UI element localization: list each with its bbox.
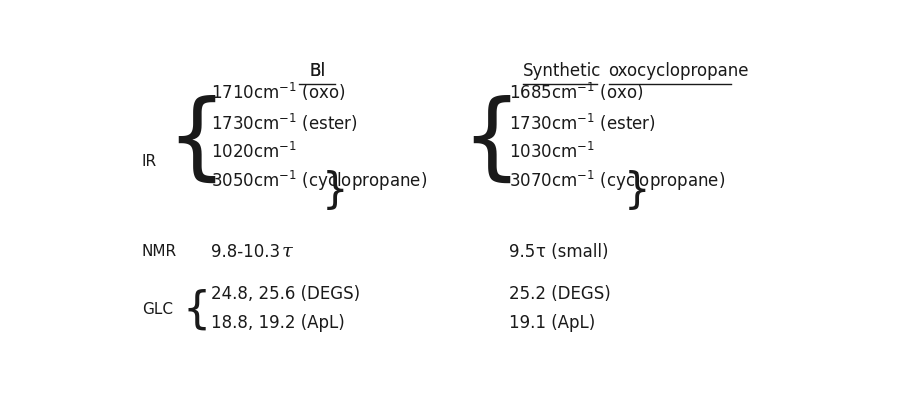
Text: NMR: NMR (141, 244, 177, 259)
Text: τ (small): τ (small) (536, 243, 608, 261)
Text: 25.2 (DEGS): 25.2 (DEGS) (509, 285, 611, 303)
Text: }: } (322, 170, 348, 212)
Text: {: { (166, 95, 226, 186)
Text: {: { (182, 289, 211, 331)
Text: Synthetic: Synthetic (524, 62, 602, 80)
Text: 24.8, 25.6 (DEGS): 24.8, 25.6 (DEGS) (211, 285, 359, 303)
Text: 1030cm$^{-1}$: 1030cm$^{-1}$ (509, 142, 595, 162)
Text: GLC: GLC (141, 303, 172, 318)
Text: τ: τ (282, 243, 293, 261)
Text: 3070cm$^{-1}$ (cyclopropane): 3070cm$^{-1}$ (cyclopropane) (509, 169, 725, 193)
Text: 9.8-10.3: 9.8-10.3 (211, 243, 280, 261)
Text: 3050cm$^{-1}$ (cyclopropane): 3050cm$^{-1}$ (cyclopropane) (211, 169, 427, 193)
Text: Bl: Bl (309, 62, 326, 80)
Text: oxocyclopropane: oxocyclopropane (609, 62, 749, 80)
Text: 1710cm$^{-1}$ (oxo): 1710cm$^{-1}$ (oxo) (211, 81, 345, 103)
Text: IR: IR (141, 154, 157, 169)
Text: }: } (624, 170, 650, 212)
Text: 1020cm$^{-1}$: 1020cm$^{-1}$ (211, 142, 296, 162)
Text: 1730cm$^{-1}$ (ester): 1730cm$^{-1}$ (ester) (211, 112, 358, 134)
Text: 9.5: 9.5 (509, 243, 536, 261)
Text: 1730cm$^{-1}$ (ester): 1730cm$^{-1}$ (ester) (509, 112, 656, 134)
Text: 1685cm$^{-1}$ (oxo): 1685cm$^{-1}$ (oxo) (509, 81, 644, 103)
Text: 19.1 (ApL): 19.1 (ApL) (509, 314, 595, 332)
Text: Bl: Bl (309, 62, 326, 80)
Text: {: { (461, 95, 522, 186)
Text: 18.8, 19.2 (ApL): 18.8, 19.2 (ApL) (211, 314, 344, 332)
